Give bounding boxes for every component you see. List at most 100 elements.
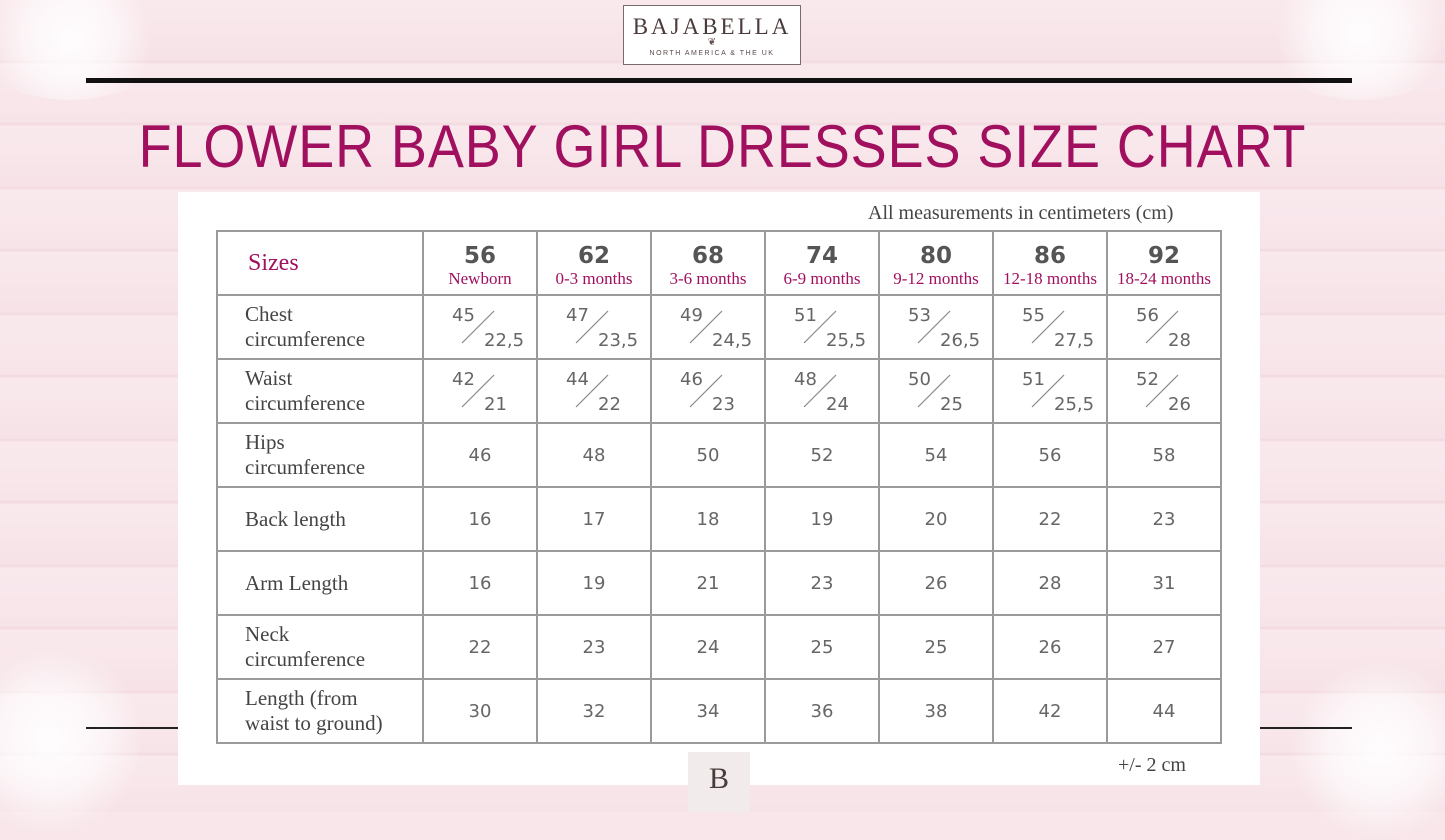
half-measure: 23 — [712, 394, 735, 415]
half-measure: 25 — [940, 394, 963, 415]
bottom-divider-left — [86, 727, 178, 729]
split-value-cell: 53 26,5 — [878, 294, 994, 360]
half-measure: 26,5 — [940, 330, 981, 351]
full-measure: 53 — [908, 305, 931, 326]
full-measure: 44 — [566, 369, 589, 390]
measurement-label: Chest circumference — [216, 294, 424, 360]
half-measure: 26 — [1168, 394, 1191, 415]
measurement-value: 31 — [1106, 550, 1222, 616]
size-header-cell: 92 18-24 months — [1106, 230, 1222, 296]
divider-slash — [689, 310, 723, 344]
measurement-label-line2: circumference — [245, 455, 366, 479]
split-value-cell: 48 24 — [764, 358, 880, 424]
table-row: Arm Length 16 19 21 23 26 28 31 — [216, 550, 1222, 616]
half-measure: 21 — [484, 394, 507, 415]
size-header-cell: 74 6-9 months — [764, 230, 880, 296]
measurement-value: 46 — [422, 422, 538, 488]
split-value-cell: 46 23 — [650, 358, 766, 424]
measurement-value: 16 — [422, 486, 538, 552]
split-value-cell: 55 27,5 — [992, 294, 1108, 360]
divider-slash — [1145, 374, 1179, 408]
divider-slash — [461, 374, 495, 408]
half-measure: 28 — [1168, 330, 1191, 351]
measurement-value: 27 — [1106, 614, 1222, 680]
measurement-label-line1: Hips — [245, 430, 285, 454]
full-measure: 52 — [1136, 369, 1159, 390]
measurement-value: 25 — [764, 614, 880, 680]
measurement-value: 52 — [764, 422, 880, 488]
full-measure: 42 — [452, 369, 475, 390]
size-age-range: Newborn — [448, 269, 512, 288]
measurement-label: Neck circumference — [216, 614, 424, 680]
measurement-value: 42 — [992, 678, 1108, 744]
size-number: 74 — [805, 243, 838, 269]
measurement-label-line1: Chest — [245, 302, 293, 326]
split-value-cell: 49 24,5 — [650, 294, 766, 360]
measurement-value: 56 — [992, 422, 1108, 488]
brand-ornament: ❦ — [707, 37, 717, 48]
brand-logo: BAJABELLA ❦ NORTH AMERICA & THE UK — [623, 5, 801, 65]
divider-slash — [689, 374, 723, 408]
measurement-value: 19 — [536, 550, 652, 616]
split-value-cell: 47 23,5 — [536, 294, 652, 360]
size-header-cell: 86 12-18 months — [992, 230, 1108, 296]
half-measure: 22 — [598, 394, 621, 415]
measurement-label-line2: circumference — [245, 391, 366, 415]
divider-slash — [1145, 310, 1179, 344]
size-age-range: 9-12 months — [893, 269, 979, 288]
measurement-value: 26 — [992, 614, 1108, 680]
divider-slash — [917, 374, 951, 408]
divider-slash — [917, 310, 951, 344]
measurement-value: 16 — [422, 550, 538, 616]
measurement-value: 28 — [992, 550, 1108, 616]
measurement-value: 23 — [1106, 486, 1222, 552]
split-value-cell: 51 25,5 — [992, 358, 1108, 424]
measurement-value: 32 — [536, 678, 652, 744]
page-title: FLOWER BABY GIRL DRESSES SIZE CHART — [138, 113, 1307, 180]
measurement-value: 22 — [992, 486, 1108, 552]
divider-slash — [1031, 374, 1065, 408]
measurement-value: 38 — [878, 678, 994, 744]
bottom-divider-right — [1260, 727, 1352, 729]
measurement-label: Arm Length — [216, 550, 424, 616]
table-row: Back length 16 17 18 19 20 22 23 — [216, 486, 1222, 552]
measurement-value: 36 — [764, 678, 880, 744]
divider-slash — [461, 310, 495, 344]
divider-slash — [575, 310, 609, 344]
half-measure: 24 — [826, 394, 849, 415]
size-age-range: 12-18 months — [1003, 269, 1097, 288]
table-row: Waist circumference 42 21 44 22 46 23 48 24 50 25 51… — [216, 358, 1222, 424]
measurement-value: 18 — [650, 486, 766, 552]
measurement-value: 26 — [878, 550, 994, 616]
full-measure: 48 — [794, 369, 817, 390]
measurement-value: 48 — [536, 422, 652, 488]
full-measure: 55 — [1022, 305, 1045, 326]
half-measure: 27,5 — [1054, 330, 1095, 351]
measurement-value: 54 — [878, 422, 994, 488]
measurement-label-line1: Waist — [245, 366, 293, 390]
full-measure: 51 — [1022, 369, 1045, 390]
size-number: 56 — [463, 243, 496, 269]
flower-decoration — [0, 640, 140, 840]
measurement-label: Length (from waist to ground) — [216, 678, 424, 744]
measurement-label-line1: Neck — [245, 622, 290, 646]
measurement-value: 17 — [536, 486, 652, 552]
measurement-label: Hips circumference — [216, 422, 424, 488]
measurement-label-line1: Back length — [245, 506, 346, 531]
brand-name: BAJABELLA — [632, 14, 792, 39]
measurement-value: 20 — [878, 486, 994, 552]
measurement-label-line1: Length (from — [245, 686, 358, 710]
measurement-label-line1: Arm Length — [245, 570, 349, 595]
measurement-label-line2: waist to ground) — [245, 711, 383, 735]
size-age-range: 3-6 months — [669, 269, 747, 288]
size-header-cell: 80 9-12 months — [878, 230, 994, 296]
split-value-cell: 50 25 — [878, 358, 994, 424]
measurement-value: 22 — [422, 614, 538, 680]
measurement-value: 30 — [422, 678, 538, 744]
size-number: 86 — [1033, 243, 1066, 269]
table-row: Hips circumference 46 48 50 52 54 56 58 — [216, 422, 1222, 488]
half-measure: 22,5 — [484, 330, 525, 351]
half-measure: 24,5 — [712, 330, 753, 351]
tolerance-note: +/- 2 cm — [1118, 754, 1186, 776]
measurement-value: 24 — [650, 614, 766, 680]
